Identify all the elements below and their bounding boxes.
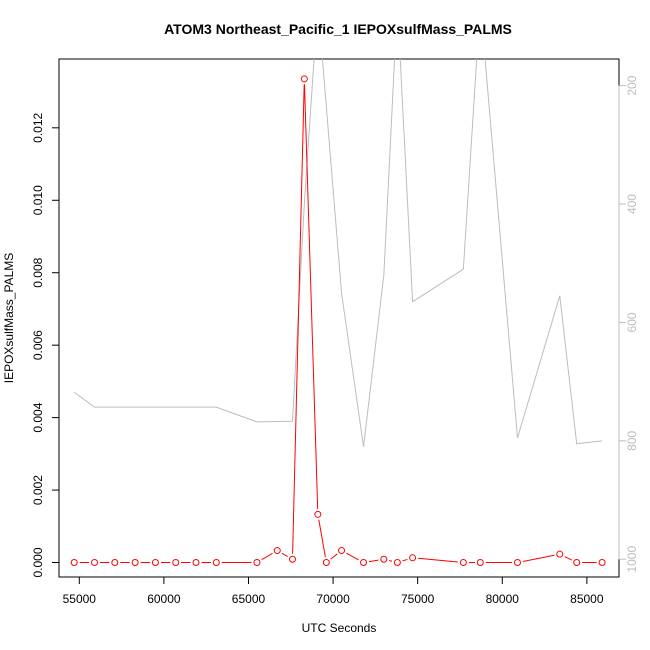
series-segment <box>389 560 393 562</box>
series-segment <box>330 553 338 560</box>
series-layer <box>70 59 606 567</box>
y-axis-right: 200 400 600 800 1000 <box>618 75 639 573</box>
grey-altitude-series <box>73 59 603 447</box>
series-segment <box>292 84 305 554</box>
y2-tick-label: 800 <box>625 431 639 451</box>
data-point <box>476 559 484 567</box>
series-segment <box>522 554 555 562</box>
data-point <box>70 559 78 567</box>
series-segment <box>303 84 319 509</box>
x-tick-label: 60000 <box>147 592 181 606</box>
y-tick-label: 0.010 <box>31 185 45 215</box>
data-point <box>598 559 606 567</box>
data-point <box>192 559 200 567</box>
red-data-series <box>70 75 606 567</box>
series-segment <box>564 556 572 561</box>
x-tick-label: 80000 <box>486 592 520 606</box>
plot-frame <box>58 58 620 578</box>
x-tick-label: 75000 <box>401 592 435 606</box>
y-axis-label: IEPOXsulfMass_PALMS <box>2 253 16 384</box>
data-point <box>322 559 330 567</box>
x-axis-label: UTC Seconds <box>302 621 377 635</box>
chart-title: ATOM3 Northeast_Pacific_1 IEPOXsulfMass_… <box>164 21 512 37</box>
x-tick-label: 55000 <box>63 592 97 606</box>
data-point <box>556 550 564 558</box>
series-segment <box>261 552 273 561</box>
data-point <box>360 559 368 567</box>
data-point <box>253 559 261 567</box>
y-tick-label: 0.006 <box>31 330 45 360</box>
data-point <box>393 559 401 567</box>
data-point <box>314 510 322 518</box>
series-segment <box>346 552 359 561</box>
data-point <box>111 559 119 567</box>
y2-tick-label: 600 <box>625 312 639 332</box>
x-tick-label: 65000 <box>232 592 266 606</box>
series-segment <box>402 558 408 562</box>
data-point <box>151 559 159 567</box>
data-point <box>288 555 296 563</box>
data-point <box>380 555 388 563</box>
series-segment <box>368 559 379 563</box>
data-point <box>513 559 521 567</box>
y-tick-label: 0.008 <box>31 257 45 287</box>
y-tick-label: 0.004 <box>31 402 45 432</box>
data-point <box>212 559 220 567</box>
data-point <box>409 554 417 562</box>
y-axis-left: 0.000 0.002 0.004 0.006 0.008 0.010 0.012 <box>31 112 60 578</box>
data-point <box>172 559 180 567</box>
x-axis: 55000 60000 65000 70000 75000 80000 85000 <box>63 576 604 606</box>
y2-tick-label: 1000 <box>625 546 639 573</box>
x-tick-label: 70000 <box>316 592 350 606</box>
data-point <box>338 547 346 555</box>
data-point <box>300 75 308 83</box>
x-tick-label: 85000 <box>570 592 604 606</box>
data-point <box>273 547 281 555</box>
y-tick-label: 0.012 <box>31 112 45 142</box>
series-line <box>73 59 603 447</box>
series-segment <box>318 519 326 558</box>
y2-tick-label: 200 <box>625 75 639 95</box>
series-segment <box>281 552 288 557</box>
data-point <box>573 559 581 567</box>
y2-tick-label: 400 <box>625 194 639 214</box>
data-point <box>131 559 139 567</box>
y-tick-label: 0.002 <box>31 475 45 505</box>
y-tick-label: 0.000 <box>31 547 45 577</box>
data-point <box>91 559 99 567</box>
series-segment <box>418 557 458 563</box>
data-point <box>459 559 467 567</box>
